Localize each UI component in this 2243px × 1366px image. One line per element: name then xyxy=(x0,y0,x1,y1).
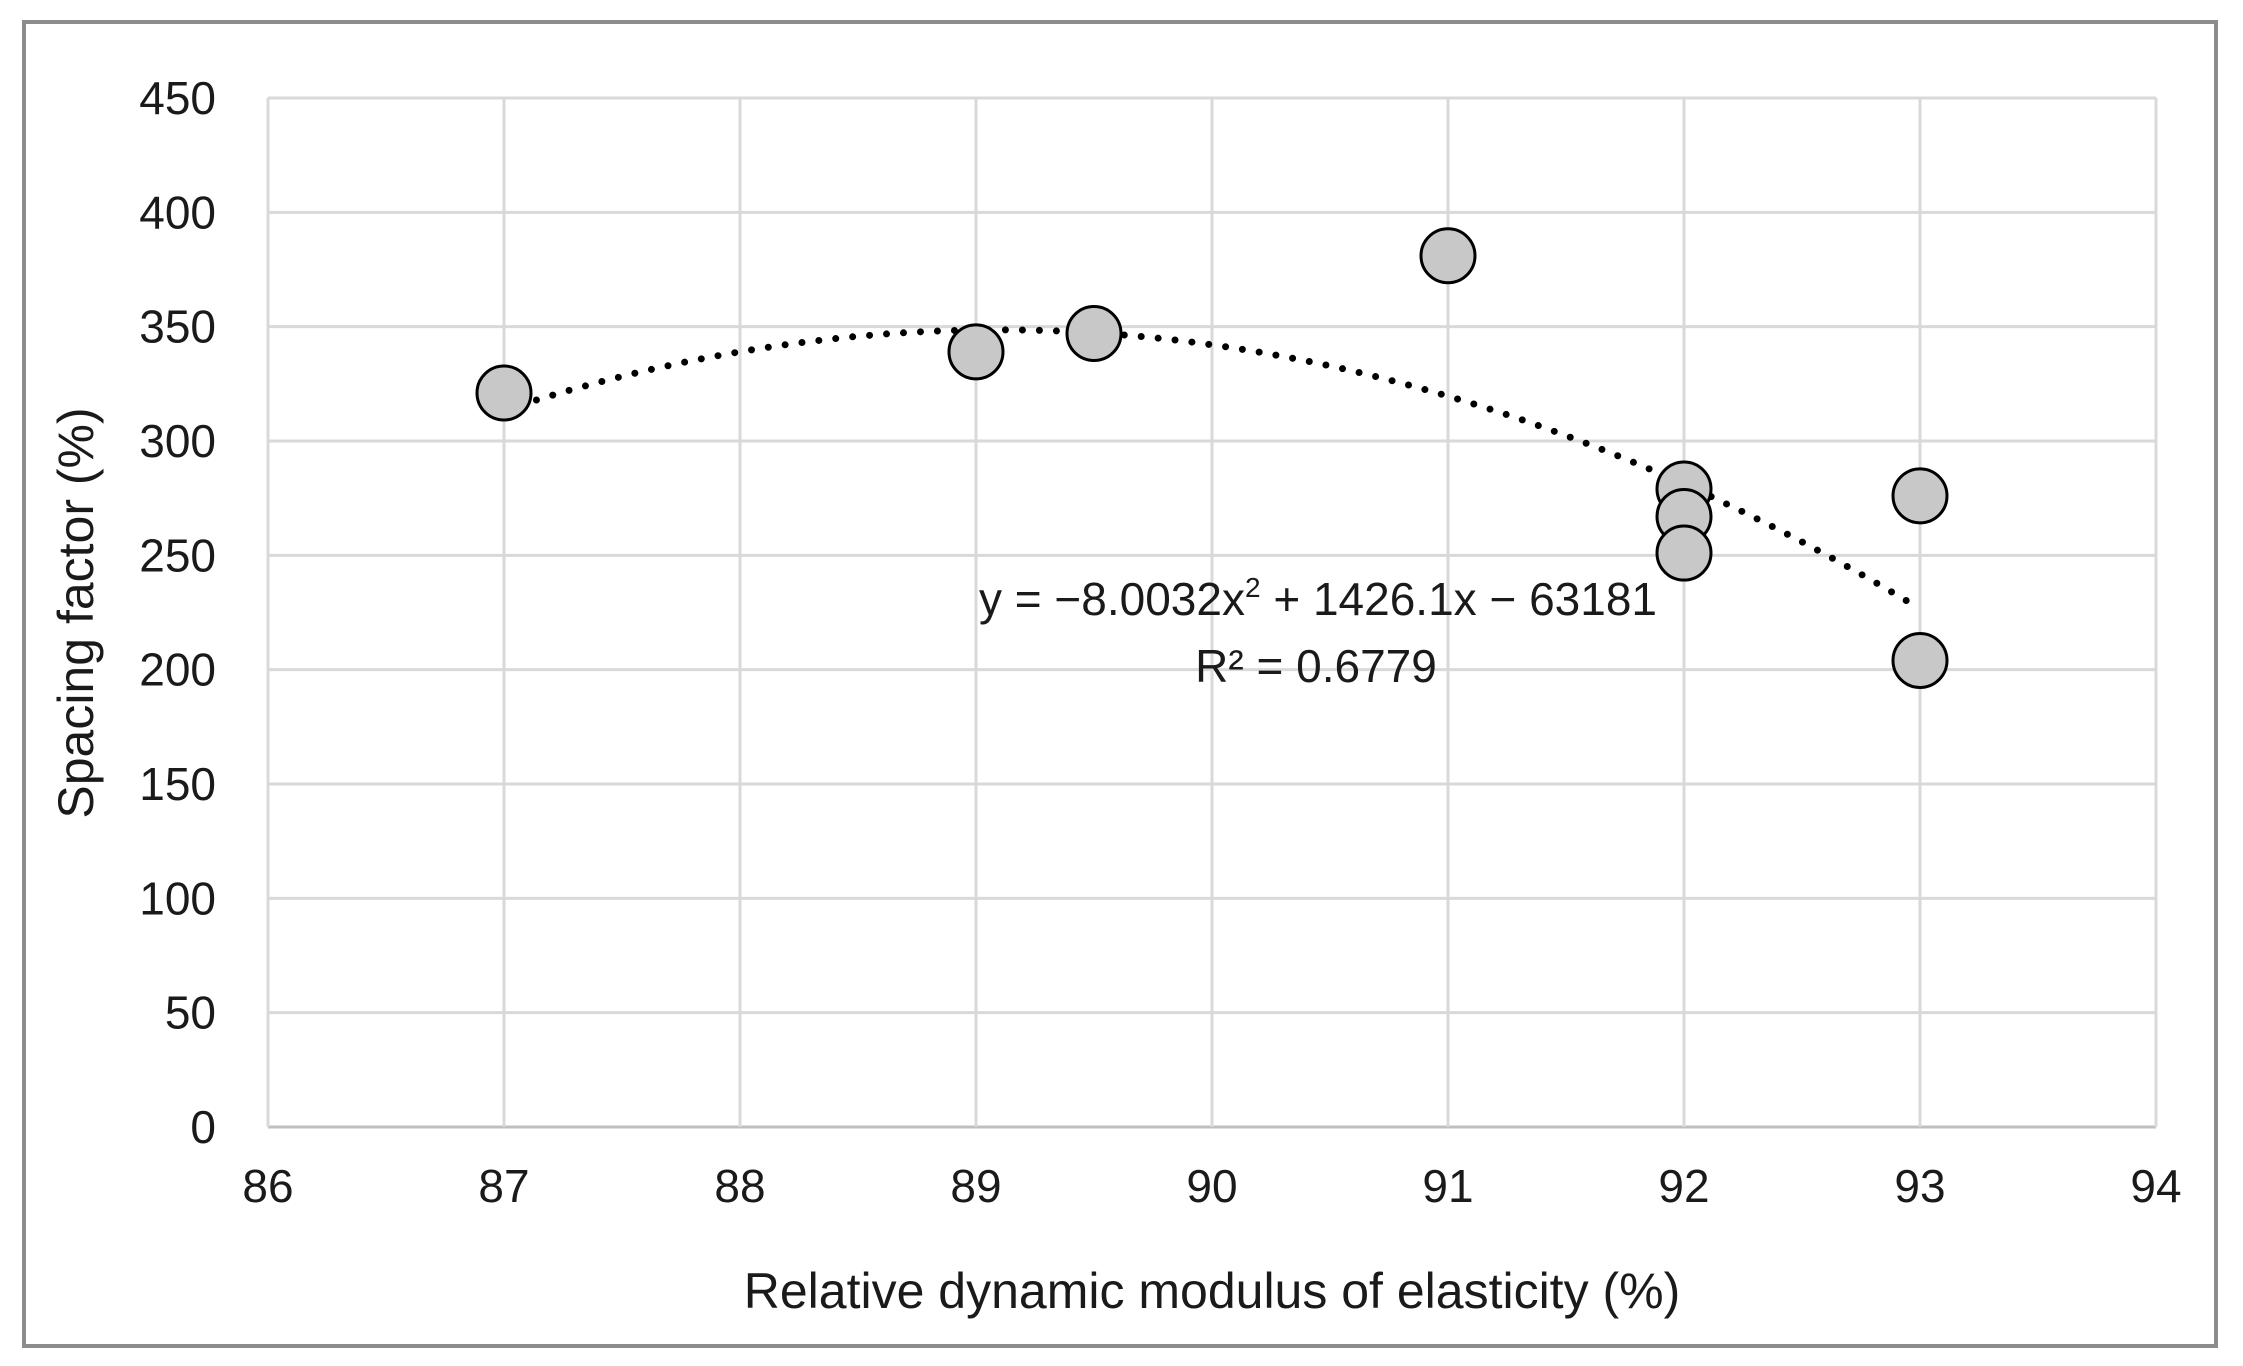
x-tick-label: 90 xyxy=(1186,1160,1237,1212)
trendline-curve xyxy=(500,326,1924,613)
y-tick-label: 400 xyxy=(139,186,216,238)
y-tick-label: 300 xyxy=(139,415,216,467)
data-point xyxy=(1655,524,1713,582)
data-points xyxy=(475,227,1949,690)
y-tick-label: 450 xyxy=(139,72,216,124)
y-tick-label: 150 xyxy=(139,758,216,810)
x-tick-label: 87 xyxy=(478,1160,529,1212)
trendline xyxy=(500,326,1924,613)
x-tick-label: 94 xyxy=(2130,1160,2181,1212)
x-tick-label: 92 xyxy=(1658,1160,1709,1212)
trendline-equation: y = −8.0032x2 + 1426.1x − 63181 xyxy=(979,572,1657,625)
tick-labels: 0 50 100 150 200 250 300 350 400 450 86 87 88 89 90 91 9… xyxy=(139,72,2181,1212)
data-point xyxy=(1419,227,1477,285)
x-tick-label: 93 xyxy=(1894,1160,1945,1212)
x-tick-label: 91 xyxy=(1422,1160,1473,1212)
data-point xyxy=(1891,632,1949,690)
data-point xyxy=(1065,305,1123,363)
data-point xyxy=(1891,467,1949,525)
y-tick-label: 200 xyxy=(139,644,216,696)
y-tick-label: 350 xyxy=(139,301,216,353)
x-tick-label: 89 xyxy=(950,1160,1001,1212)
data-point xyxy=(947,323,1005,381)
x-tick-label: 88 xyxy=(714,1160,765,1212)
y-tick-label: 0 xyxy=(190,1101,216,1153)
y-tick-label: 100 xyxy=(139,872,216,924)
r-squared-label: R² = 0.6779 xyxy=(1195,640,1437,692)
y-axis-title: Spacing factor (%) xyxy=(48,407,104,818)
y-tick-label: 50 xyxy=(165,987,216,1039)
x-axis-title: Relative dynamic modulus of elasticity (… xyxy=(744,1263,1680,1319)
data-point xyxy=(475,364,533,422)
grid xyxy=(266,96,2158,1129)
y-tick-label: 250 xyxy=(139,529,216,581)
x-tick-label: 86 xyxy=(242,1160,293,1212)
